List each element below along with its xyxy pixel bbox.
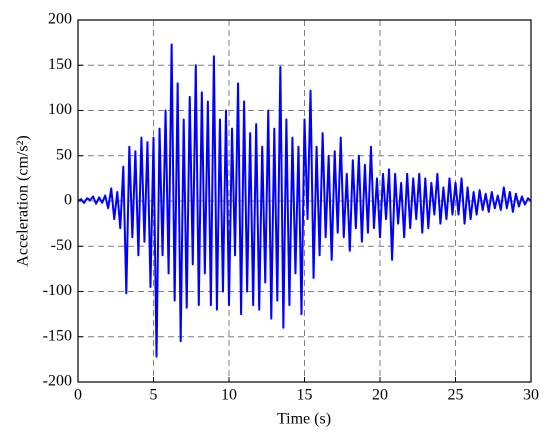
x-tick-label: 15 (297, 387, 313, 404)
x-tick-label: 30 (523, 387, 539, 404)
plot-frame (77, 19, 532, 383)
y-tick-label: 100 (48, 101, 72, 118)
y-tick-label: 200 (48, 11, 72, 28)
y-tick-label: -50 (51, 237, 72, 254)
y-tick-label: 0 (64, 192, 72, 209)
x-tick-label: 20 (372, 387, 388, 404)
y-tick-label: -100 (43, 282, 72, 299)
x-tick-label: 0 (74, 387, 82, 404)
x-tick-label: 25 (448, 387, 464, 404)
y-axis-label: Acceleration (cm/s²) (15, 135, 32, 266)
y-tick-label: -200 (43, 373, 72, 390)
x-tick-label: 5 (150, 387, 158, 404)
y-tick-label: -150 (43, 327, 72, 344)
y-tick-label: 150 (48, 56, 72, 73)
x-axis-label: Time (s) (277, 411, 331, 428)
data-line (77, 43, 532, 358)
y-tick-label: 50 (56, 146, 72, 163)
x-tick-label: 10 (221, 387, 237, 404)
